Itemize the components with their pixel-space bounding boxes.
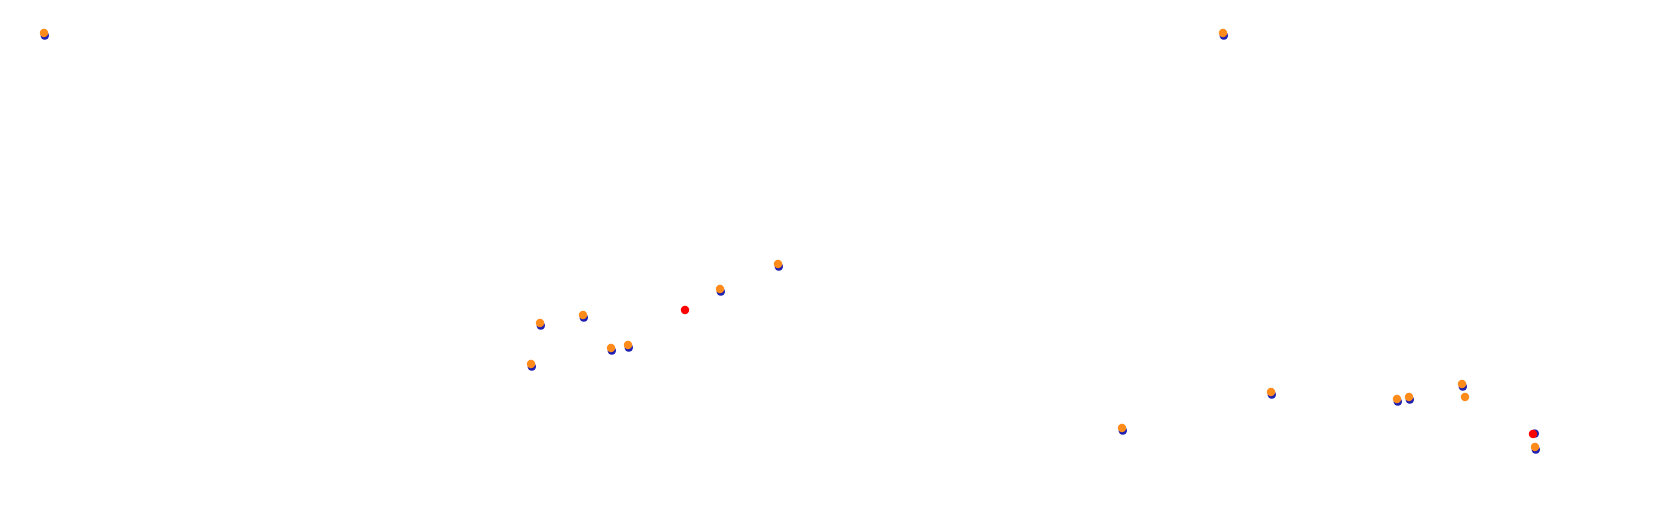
orange-point [1457, 379, 1467, 389]
orange-point [1218, 28, 1228, 38]
orange-point [606, 343, 616, 353]
red-point [1528, 429, 1538, 439]
orange-point [526, 359, 536, 369]
orange-point [578, 310, 588, 320]
orange-point [1460, 392, 1470, 402]
orange-point [623, 340, 633, 350]
orange-point [1117, 423, 1127, 433]
orange-point [535, 318, 545, 328]
red-point [680, 305, 690, 315]
orange-point [1404, 392, 1414, 402]
orange-point [1530, 442, 1540, 452]
orange-point [1392, 394, 1402, 404]
orange-point [1266, 387, 1276, 397]
scatter-marks [39, 28, 1541, 454]
orange-point [773, 259, 783, 269]
orange-point [39, 28, 49, 38]
orange-point [715, 284, 725, 294]
